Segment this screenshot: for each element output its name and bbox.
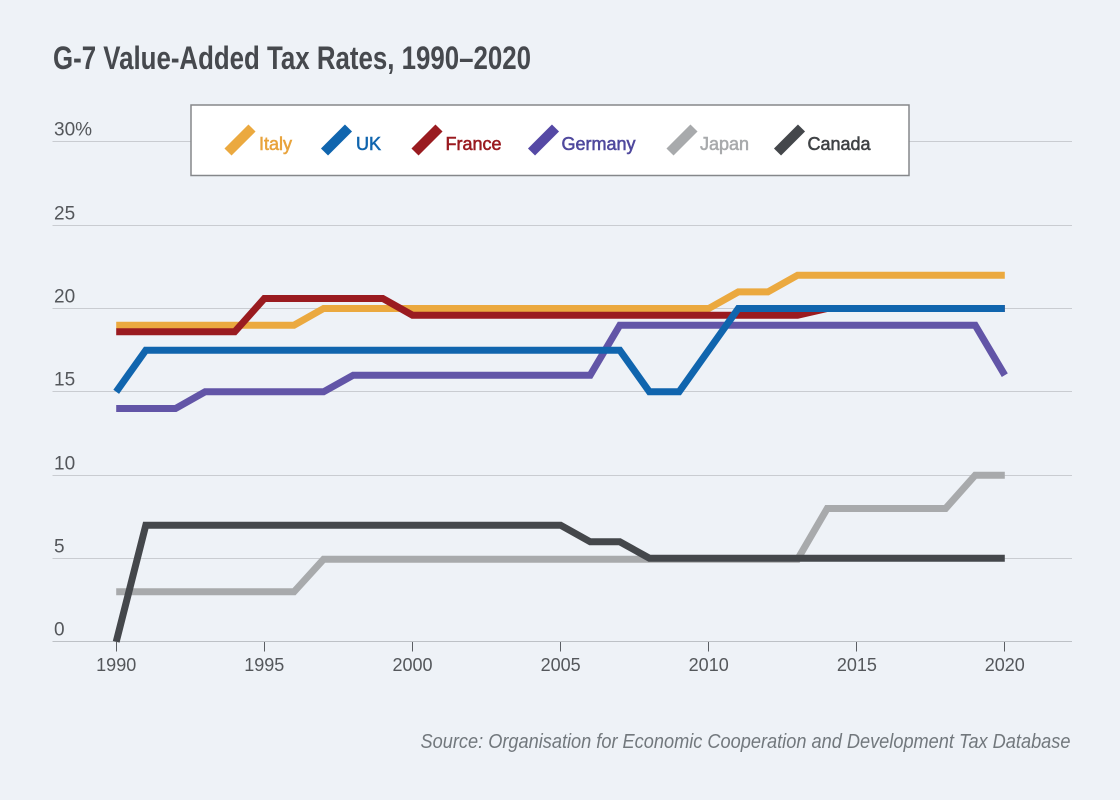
svg-text:France: France [446,134,502,154]
svg-text:20: 20 [54,287,75,308]
svg-text:10: 10 [54,454,75,475]
svg-text:G-7 Value-Added Tax Rates, 199: G-7 Value-Added Tax Rates, 1990–2020 [53,40,531,76]
svg-text:2010: 2010 [689,655,729,675]
svg-text:5: 5 [54,537,65,558]
svg-text:30%: 30% [54,120,92,141]
svg-text:Japan: Japan [700,134,749,154]
svg-text:0: 0 [54,620,65,641]
svg-text:Source: Organisation for Econo: Source: Organisation for Economic Cooper… [421,731,1071,753]
svg-text:2000: 2000 [392,655,432,675]
svg-text:Canada: Canada [808,134,872,154]
svg-text:15: 15 [54,370,75,391]
svg-text:2020: 2020 [985,655,1025,675]
svg-text:1995: 1995 [244,655,284,675]
svg-text:UK: UK [356,134,381,154]
svg-text:Germany: Germany [562,134,636,154]
svg-text:25: 25 [54,204,75,225]
svg-text:1990: 1990 [96,655,136,675]
svg-text:2005: 2005 [541,655,581,675]
svg-text:Italy: Italy [259,134,292,154]
svg-text:2015: 2015 [837,655,877,675]
